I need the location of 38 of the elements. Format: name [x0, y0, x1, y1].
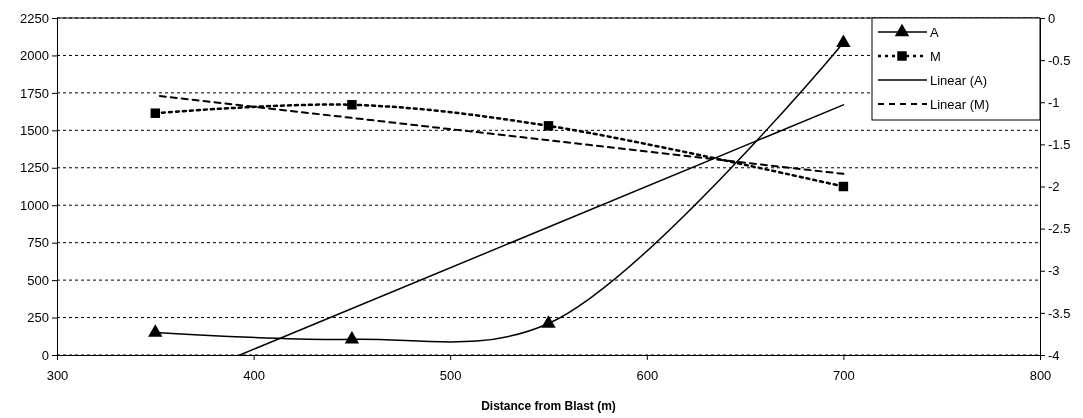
- y-tick-label: 750: [27, 235, 49, 251]
- legend-label: M: [930, 49, 941, 64]
- point: [541, 315, 556, 328]
- legend-label: Linear (A): [930, 73, 988, 88]
- y2-tick-label: -3.5: [1048, 305, 1071, 321]
- x-tick-label: 500: [439, 367, 462, 383]
- y2-tick-label: -1: [1048, 94, 1060, 110]
- y-tick-label: 1250: [20, 160, 49, 176]
- point: [836, 34, 851, 47]
- y-tick-label: 2000: [20, 48, 49, 64]
- x-tick-label: 700: [833, 367, 855, 383]
- y2-tick-label: -2.5: [1048, 221, 1071, 237]
- y2-tick-label: -3: [1048, 263, 1060, 279]
- y-tick-label: 250: [27, 310, 49, 326]
- legend-label: Linear (M): [930, 97, 990, 112]
- y-tick-label: 1000: [20, 197, 49, 213]
- y2-tick-label: -4: [1048, 347, 1060, 363]
- y-tick-label: 2250: [20, 10, 49, 26]
- legend-label: A: [930, 25, 939, 40]
- y-tick-label: 0: [41, 347, 49, 363]
- x-axis-title: Distance from Blast (m): [481, 399, 616, 413]
- y2-tick-label: -2: [1048, 179, 1060, 195]
- point: [838, 181, 849, 192]
- y2-tick-label: -0.5: [1048, 52, 1071, 68]
- x-tick-label: 600: [636, 367, 659, 383]
- point: [150, 108, 161, 118]
- point: [148, 324, 163, 337]
- y-tick-label: 1750: [20, 85, 49, 101]
- y-tick-label: 1500: [20, 122, 49, 138]
- y2-tick-label: 0: [1048, 10, 1056, 26]
- x-tick-label: 800: [1029, 367, 1052, 383]
- point: [344, 330, 360, 344]
- y-tick-label: 500: [27, 272, 49, 288]
- point: [543, 121, 554, 131]
- point: [347, 100, 357, 110]
- y2-tick-label: -1.5: [1048, 137, 1071, 153]
- x-tick-label: 300: [46, 367, 69, 383]
- x-tick-label: 400: [243, 367, 265, 383]
